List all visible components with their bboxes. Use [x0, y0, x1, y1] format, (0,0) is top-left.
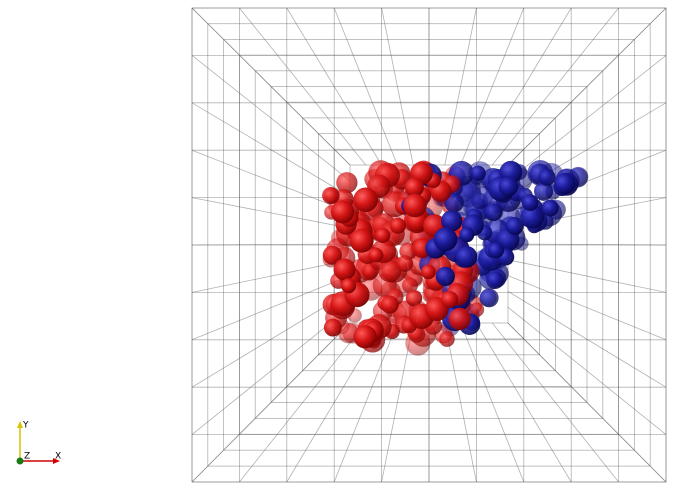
particle: [486, 271, 504, 289]
x-axis-label: X: [55, 452, 61, 462]
particle: [539, 169, 556, 186]
particle: [350, 229, 374, 253]
particle: [434, 227, 458, 251]
particle: [396, 255, 413, 272]
orientation-axes: Y Z X: [17, 421, 62, 465]
particle: [369, 248, 384, 263]
particle: [522, 194, 539, 211]
render-view: Y Z X: [0, 0, 675, 484]
particle: [485, 203, 503, 221]
particle: [353, 325, 376, 348]
z-axis-dot: [17, 458, 24, 465]
particle: [455, 246, 477, 268]
particle: [488, 242, 504, 258]
particle: [436, 267, 455, 286]
particle: [439, 331, 455, 347]
particle: [449, 308, 471, 330]
particle: [390, 218, 406, 234]
particle: [459, 227, 474, 242]
particle: [470, 166, 485, 181]
particle: [322, 187, 339, 204]
particle: [403, 194, 427, 218]
particle: [441, 291, 458, 308]
particle: [421, 265, 436, 280]
particle: [331, 200, 354, 223]
particle: [334, 258, 356, 280]
particle: [375, 228, 390, 243]
particle: [480, 288, 499, 307]
particle: [381, 296, 399, 314]
y-axis-label: Y: [22, 421, 29, 431]
z-axis-label: Z: [24, 452, 30, 462]
particle: [324, 319, 342, 337]
particle: [542, 200, 559, 217]
particle: [499, 177, 519, 197]
particle: [554, 173, 575, 194]
particle: [341, 278, 356, 293]
particle: [353, 187, 378, 212]
particles: [322, 160, 588, 355]
